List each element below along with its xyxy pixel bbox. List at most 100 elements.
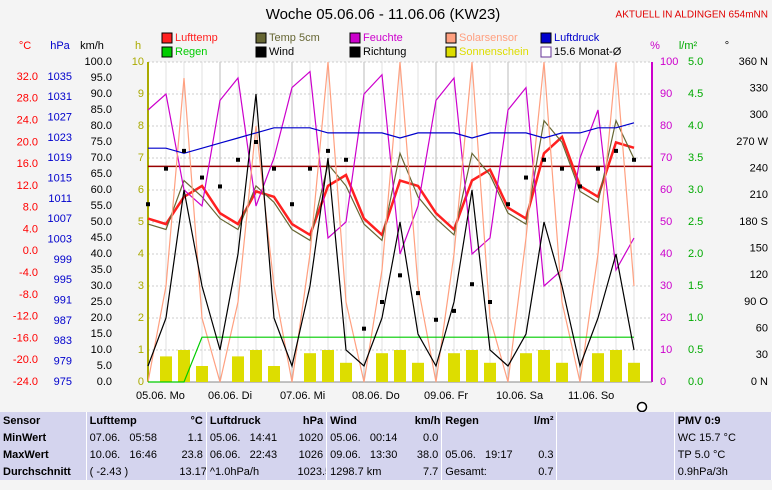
tick-label: 975: [54, 376, 72, 388]
tick-label: 80: [660, 120, 672, 132]
table-cell: 13.17: [176, 463, 207, 480]
tick-label: 8.0: [23, 202, 38, 214]
dot: [146, 202, 150, 207]
tick-label: 45.0: [91, 232, 112, 244]
table-cell: 05.06. 14:41: [209, 431, 278, 444]
tick-label: 995: [54, 274, 72, 286]
axis-unit: h: [135, 40, 141, 52]
tick-label: 0.0: [688, 376, 703, 388]
table-cell: 10.06. 16:46: [89, 448, 157, 461]
table-cell: 23.8: [176, 446, 207, 463]
table-cell: WC 15.7 °C: [674, 429, 772, 446]
tick-label: 1011: [48, 193, 72, 205]
bar: [628, 362, 640, 382]
tick-label: 4: [138, 248, 144, 260]
table-cell: Durchschnitt: [0, 463, 87, 480]
tick-label: 979: [54, 356, 72, 368]
tick-label: 150: [750, 243, 768, 255]
tick-label: 95.0: [91, 72, 112, 84]
axis-unit: l/m²: [679, 40, 698, 52]
table-cell: 1298.7 km: [330, 465, 382, 478]
tick-label: 5.0: [688, 56, 703, 68]
tick-label: 5.0: [97, 360, 112, 372]
tick-label: 40: [660, 248, 672, 260]
table-cell: Sensor: [0, 412, 87, 429]
table-cell: 1023.5: [294, 463, 328, 480]
table-row: Durchschnitt( -2.43 ) 13.17 ^1.0hPa/h 1023.…: [0, 463, 772, 480]
tick-label: 85.0: [91, 104, 112, 116]
tick-label: 2.0: [688, 248, 703, 260]
bar: [340, 362, 352, 382]
table-cell: 38.0: [411, 446, 443, 463]
tick-label: 1031: [48, 91, 72, 103]
legend-label: Richtung: [363, 46, 406, 58]
axis-unit: km/h: [80, 40, 104, 52]
legend-label: Regen: [175, 46, 207, 58]
tick-label: 1: [138, 344, 144, 356]
tick-label: 70.0: [91, 152, 112, 164]
table-cell: hPa: [294, 412, 328, 429]
tick-label: 70: [660, 152, 672, 164]
table-cell: [556, 412, 675, 429]
dot: [578, 184, 582, 189]
axis-unit: °: [725, 40, 729, 52]
tick-label: 330: [750, 83, 768, 95]
tick-label: 1015: [48, 173, 72, 185]
tick-label: 10.0: [91, 344, 112, 356]
legend-swatch: [255, 32, 267, 44]
tick-label: 1027: [48, 112, 72, 124]
dot: [326, 148, 330, 153]
dot: [362, 326, 366, 331]
dot: [290, 202, 294, 207]
legend-label: 15.6 Monat-Ø: [554, 46, 622, 58]
tick-label: 90 O: [744, 296, 768, 308]
dot: [488, 300, 492, 304]
tick-label: -24.0: [13, 376, 38, 388]
bar: [304, 353, 316, 382]
tick-label: 983: [54, 335, 72, 347]
dot: [542, 157, 546, 162]
bar: [196, 366, 208, 382]
axis-unit: °C: [19, 40, 31, 52]
tick-label: 1023: [48, 132, 72, 144]
legend-swatch: [445, 46, 457, 58]
table-cell: 07.06. 05:58: [89, 431, 157, 444]
table-cell: 1020: [294, 429, 328, 446]
tick-label: 999: [54, 254, 72, 266]
tick-label: 3.5: [688, 152, 703, 164]
tick-label: 25.0: [91, 296, 112, 308]
tick-label: 1.0: [688, 312, 703, 324]
legend-label: Lufttemp: [175, 32, 218, 44]
table-cell: ( -2.43 ): [89, 465, 129, 478]
dot: [434, 317, 438, 322]
tick-label: 35.0: [91, 264, 112, 276]
x-tick-label: 05.06. Mo: [136, 390, 185, 402]
tick-label: 1003: [48, 234, 72, 246]
legend-label: Solarsensor: [459, 32, 518, 44]
tick-label: 8: [138, 120, 144, 132]
dot: [200, 175, 204, 180]
axis-unit: hPa: [50, 40, 70, 52]
x-tick-label: 11.06. So: [568, 390, 614, 402]
chart-title: Woche 05.06.06 - 11.06.06 (KW23): [266, 6, 501, 23]
tick-label: 24.0: [17, 114, 38, 126]
legend-swatch: [349, 32, 361, 44]
table-cell: TP 5.0 °C: [674, 446, 772, 463]
tick-label: 270 W: [736, 136, 768, 148]
legend-swatch: [161, 32, 173, 44]
legend-label: Wind: [269, 46, 294, 58]
dot: [164, 166, 168, 171]
table-cell: 0.0: [411, 429, 443, 446]
tick-label: 3.0: [688, 184, 703, 196]
table-cell: [556, 446, 675, 463]
tick-label: 120: [750, 269, 768, 281]
tick-label: 2.5: [688, 216, 703, 228]
table-cell: [556, 463, 675, 480]
tick-label: 10: [132, 56, 144, 68]
tick-label: 20.0: [91, 312, 112, 324]
tick-label: 5: [138, 216, 144, 228]
dot: [596, 166, 600, 171]
bar: [268, 366, 280, 382]
bar: [592, 353, 604, 382]
series-line: [148, 336, 634, 383]
